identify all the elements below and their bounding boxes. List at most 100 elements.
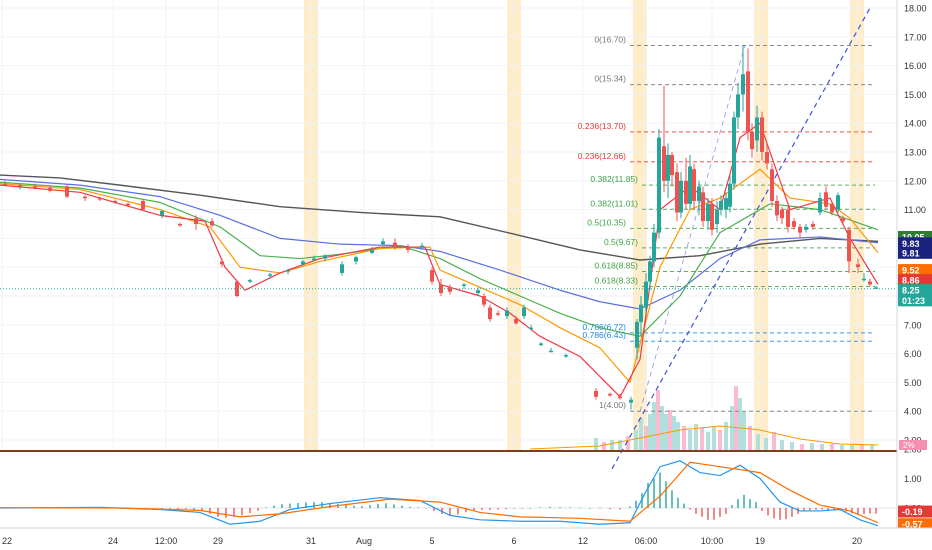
macd-histogram-bar bbox=[559, 507, 561, 508]
candle-body bbox=[639, 304, 643, 322]
macd-histogram-bar bbox=[473, 508, 475, 511]
candle-body bbox=[746, 71, 750, 132]
volume-ma-line bbox=[529, 425, 879, 450]
candle-body bbox=[657, 137, 661, 233]
macd-histogram-bar bbox=[579, 507, 581, 509]
candle bbox=[629, 396, 633, 410]
macd-histogram-bar bbox=[773, 508, 775, 519]
candle-body bbox=[98, 198, 102, 200]
candle-body bbox=[48, 188, 52, 191]
candle-body bbox=[798, 226, 802, 233]
macd-histogram-bar bbox=[749, 499, 751, 508]
macd-histogram-bar bbox=[513, 508, 515, 509]
candle-body bbox=[220, 261, 224, 265]
macd-histogram-bar bbox=[589, 508, 591, 509]
candle-body bbox=[792, 221, 796, 227]
candle bbox=[323, 254, 327, 262]
candle-body bbox=[862, 278, 866, 281]
macd-histogram-bar bbox=[417, 507, 419, 509]
price-badge bbox=[898, 237, 932, 250]
macd-histogram-bar bbox=[345, 505, 347, 508]
candle-body bbox=[666, 154, 670, 181]
macd-histogram-bar bbox=[425, 508, 427, 509]
volume-bar bbox=[652, 402, 656, 450]
macd-histogram-bar bbox=[305, 502, 307, 508]
macd-histogram-bar bbox=[377, 503, 379, 508]
candle bbox=[126, 202, 130, 207]
macd-histogram-bar bbox=[875, 508, 877, 514]
macd-histogram-bar bbox=[201, 508, 203, 511]
volume-bar bbox=[820, 444, 824, 450]
candle-body bbox=[505, 310, 509, 317]
candle-body bbox=[675, 172, 679, 213]
macd-histogram-bar bbox=[185, 508, 187, 509]
candle bbox=[675, 163, 679, 222]
macd-histogram-bar bbox=[489, 508, 491, 510]
candle bbox=[644, 272, 648, 314]
candle-body bbox=[780, 209, 784, 219]
candle-body bbox=[141, 200, 145, 210]
volume-bar bbox=[730, 406, 734, 450]
fib-level-label: 0.382(11.85) bbox=[590, 174, 638, 184]
candle bbox=[286, 268, 290, 275]
macd-histogram-bar bbox=[549, 506, 551, 508]
trendline[interactable] bbox=[611, 7, 871, 470]
time-axis-bg bbox=[0, 528, 932, 550]
price-axis[interactable]: 18.00 17.00 16.00 15.00 14.00 13.00 12.00 11.00… bbox=[896, 0, 932, 543]
candle bbox=[514, 316, 518, 325]
macd-histogram-bar bbox=[725, 508, 727, 514]
volume-bar bbox=[644, 426, 648, 450]
candle bbox=[178, 222, 182, 227]
candle bbox=[248, 278, 252, 284]
candle-body bbox=[728, 183, 732, 207]
candle-body bbox=[724, 198, 728, 210]
price-badge-label: 9.83 bbox=[902, 239, 920, 249]
candle-body bbox=[476, 290, 480, 294]
volume-bar bbox=[634, 430, 638, 450]
macd-histogram-bar bbox=[273, 505, 275, 508]
macd-histogram-bar bbox=[833, 508, 835, 510]
candle bbox=[786, 206, 790, 233]
candle bbox=[792, 218, 796, 230]
time-axis[interactable]: 22 24 12:00 29 31 Aug 5 6 12 06:00 10:00 19 20 bbox=[0, 527, 932, 550]
volume-bar bbox=[639, 418, 643, 450]
candle bbox=[194, 215, 198, 230]
macd-histogram-bar bbox=[737, 499, 739, 508]
candle bbox=[765, 143, 769, 170]
volume-bar bbox=[712, 426, 716, 450]
candle bbox=[741, 45, 745, 112]
candle-body bbox=[684, 180, 688, 204]
candle-body bbox=[847, 229, 851, 262]
macd-histogram-bar bbox=[505, 508, 507, 510]
candle-body bbox=[874, 287, 878, 289]
candle bbox=[354, 255, 358, 265]
price-tick-label: 7.00 bbox=[904, 320, 922, 330]
macd-tick-label: 1.00 bbox=[904, 474, 922, 484]
macd-histogram-bar bbox=[689, 508, 691, 510]
candle bbox=[770, 163, 774, 207]
macd-badge bbox=[898, 518, 932, 531]
volume-bar bbox=[780, 440, 784, 450]
candle-body bbox=[818, 198, 822, 213]
trendlines[interactable] bbox=[611, 7, 871, 470]
macd-histogram-bar bbox=[225, 508, 227, 518]
macd-histogram-bar bbox=[767, 508, 769, 516]
candle bbox=[482, 293, 486, 308]
trendline[interactable] bbox=[639, 45, 746, 412]
candle-body bbox=[804, 226, 808, 230]
volume-bar bbox=[672, 416, 676, 450]
candle-body bbox=[83, 196, 87, 199]
volume-badge-label: 2% bbox=[903, 441, 915, 450]
candle bbox=[430, 267, 434, 285]
candle-body bbox=[430, 270, 434, 282]
candle bbox=[539, 342, 543, 347]
candle-body bbox=[381, 241, 385, 245]
candle bbox=[522, 304, 526, 320]
macd-histogram-bar bbox=[529, 508, 531, 509]
candle bbox=[798, 224, 802, 239]
candle-body bbox=[736, 94, 740, 118]
price-badge bbox=[898, 264, 932, 277]
volume-bar bbox=[860, 445, 864, 450]
candle bbox=[98, 196, 102, 201]
